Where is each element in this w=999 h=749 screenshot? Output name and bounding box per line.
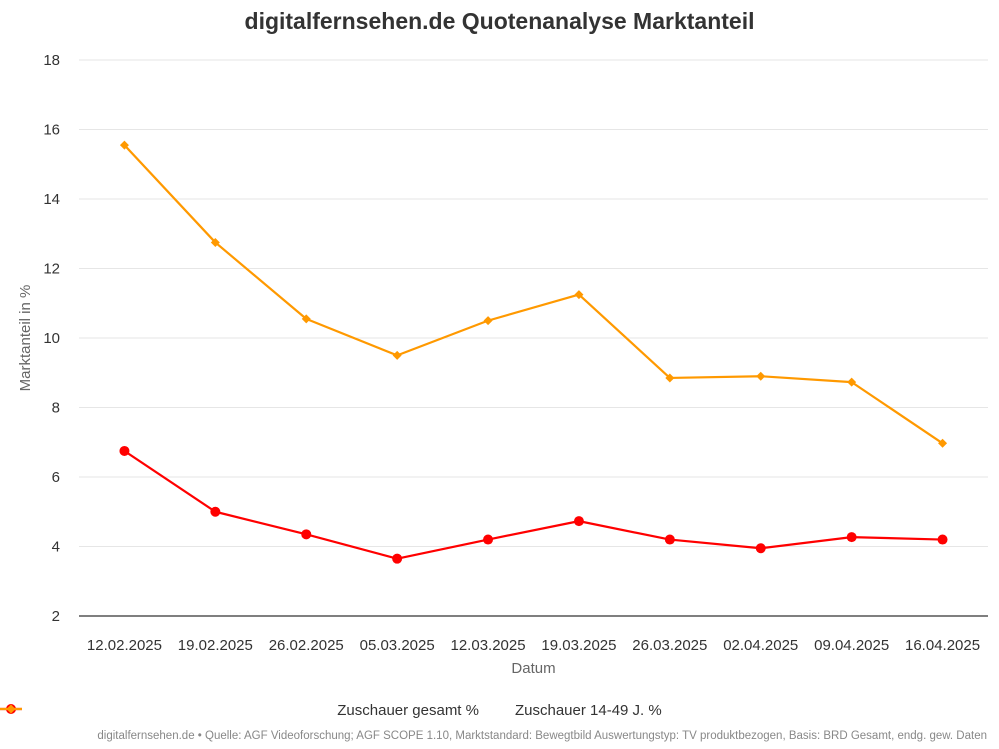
legend-item[interactable]: Zuschauer gesamt % xyxy=(0,702,479,719)
x-tick-label: 09.04.2025 xyxy=(814,637,889,654)
data-point xyxy=(846,532,857,543)
x-tick-label: 19.03.2025 xyxy=(541,637,616,654)
data-point xyxy=(483,316,493,326)
data-point xyxy=(210,237,220,247)
y-axis-title: Marktanteil in % xyxy=(17,285,34,392)
data-point xyxy=(119,140,129,150)
x-tick-label: 12.03.2025 xyxy=(451,637,526,654)
data-point xyxy=(483,534,494,545)
x-tick-label: 02.04.2025 xyxy=(723,637,798,654)
data-point xyxy=(301,314,311,324)
series-line xyxy=(123,144,944,445)
data-point xyxy=(937,534,948,545)
data-point xyxy=(119,445,130,456)
data-point xyxy=(392,350,402,360)
y-tick-label: 14 xyxy=(43,191,60,208)
legend-item[interactable]: Zuschauer 14-49 J. % xyxy=(0,702,662,719)
y-tick-label: 10 xyxy=(43,330,60,347)
y-tick-label: 2 xyxy=(52,608,60,625)
data-point xyxy=(574,290,584,300)
y-tick-label: 8 xyxy=(52,400,60,417)
series-line xyxy=(123,450,943,560)
data-point xyxy=(392,553,403,564)
x-axis-title: Datum xyxy=(511,660,555,677)
data-point xyxy=(755,543,766,554)
x-tick-label: 16.04.2025 xyxy=(905,637,980,654)
source-footer: digitalfernsehen.de • Quelle: AGF Videof… xyxy=(97,730,987,742)
chart-legend: Zuschauer gesamt % Zuschauer 14-49 J. % xyxy=(0,702,999,719)
data-point xyxy=(938,438,948,448)
data-point xyxy=(573,516,584,527)
x-tick-label: 05.03.2025 xyxy=(360,637,435,654)
legend-diamond-icon xyxy=(0,704,22,714)
data-point xyxy=(664,534,675,545)
x-tick-label: 26.02.2025 xyxy=(269,637,344,654)
y-tick-label: 18 xyxy=(43,52,60,69)
y-tick-label: 6 xyxy=(52,469,60,486)
chart-title: digitalfernsehen.de Quotenanalyse Markta… xyxy=(244,8,755,34)
y-tick-label: 4 xyxy=(52,539,60,556)
x-tick-label: 12.02.2025 xyxy=(87,637,162,654)
legend-label: Zuschauer 14-49 J. % xyxy=(514,702,662,719)
y-tick-label: 16 xyxy=(43,122,60,139)
data-point xyxy=(756,371,766,381)
data-point xyxy=(847,377,857,387)
x-tick-label: 26.03.2025 xyxy=(632,637,707,654)
x-tick-label: 19.02.2025 xyxy=(178,637,253,654)
data-point xyxy=(665,373,675,383)
y-tick-label: 12 xyxy=(43,261,60,278)
data-point xyxy=(210,506,221,517)
data-point xyxy=(301,529,312,540)
legend-label: Zuschauer gesamt % xyxy=(337,702,479,719)
